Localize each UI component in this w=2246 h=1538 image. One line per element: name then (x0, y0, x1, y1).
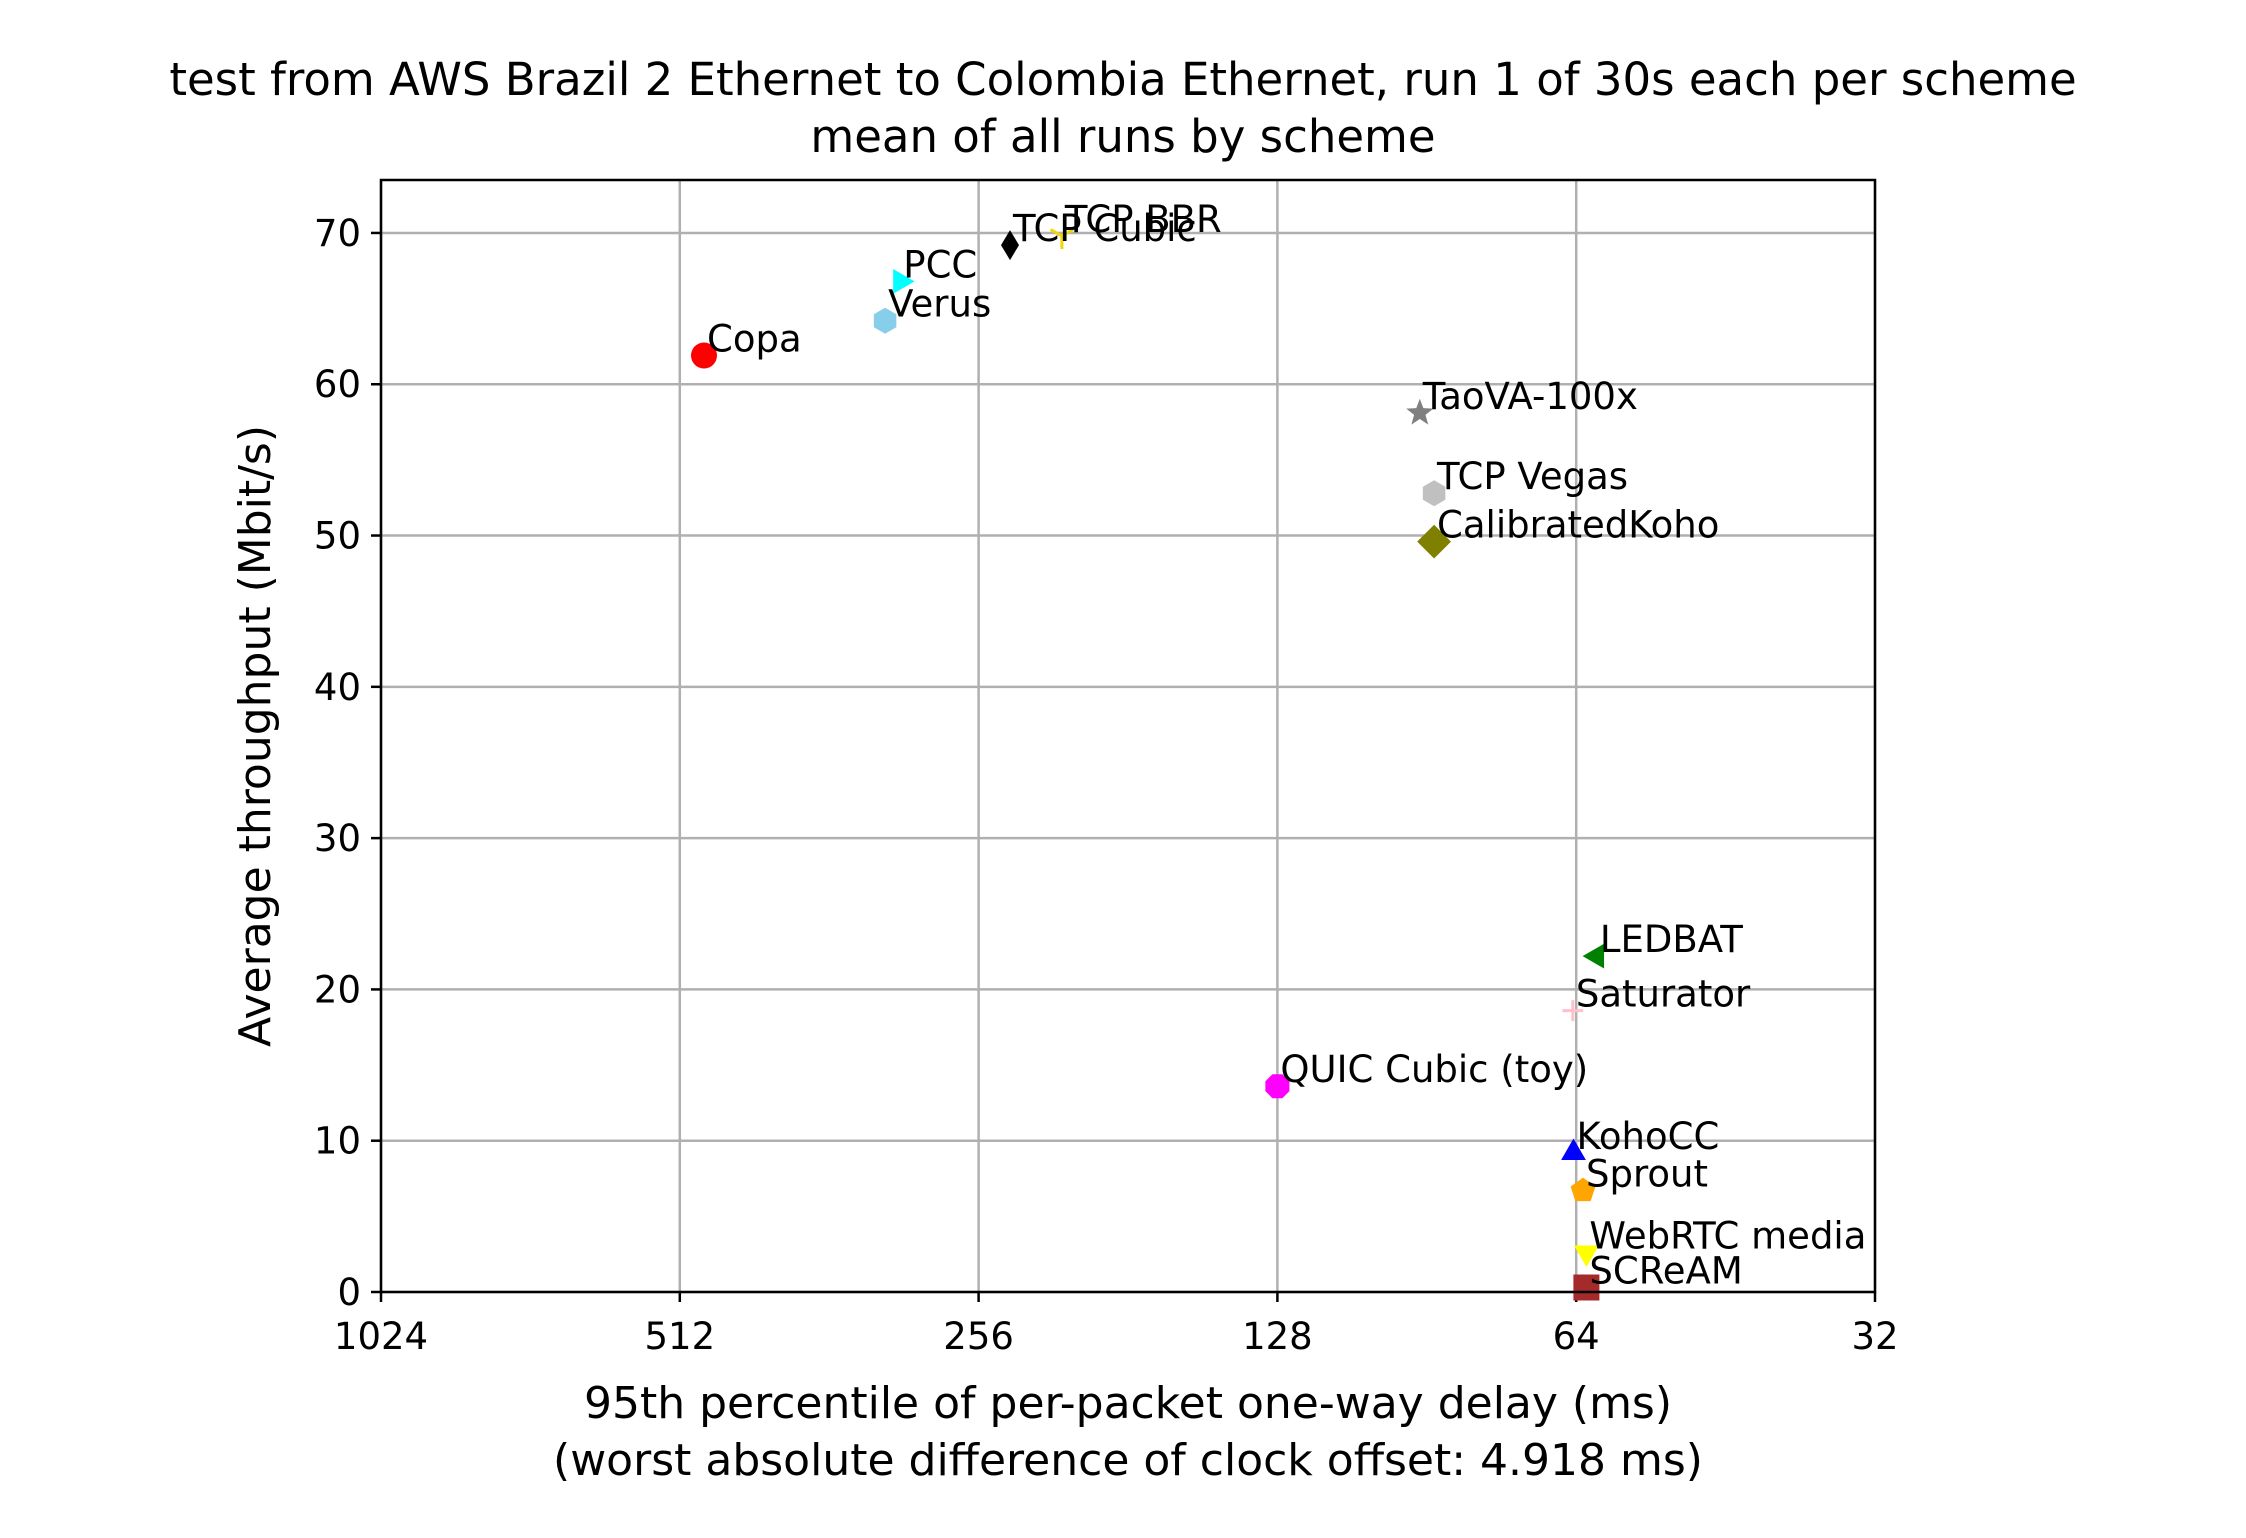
point-calibratedkoho (1417, 524, 1451, 559)
x-axis-label: 95th percentile of per-packet one-way de… (584, 1378, 1672, 1429)
y-tick-label: 20 (314, 968, 361, 1011)
point-label-scream: SCReAM (1589, 1249, 1742, 1292)
y-tick-label: 50 (314, 515, 361, 558)
y-tick-label: 40 (314, 666, 361, 709)
point-label-pcc: PCC (903, 243, 977, 286)
point-label-sprout: Sprout (1586, 1153, 1708, 1196)
point-label-ledbat: LEDBAT (1600, 918, 1743, 961)
chart-title: test from AWS Brazil 2 Ethernet to Colom… (169, 53, 2076, 106)
point-label-tcp-vegas: TCP Vegas (1436, 455, 1628, 498)
x-axis-sublabel: (worst absolute difference of clock offs… (553, 1435, 1703, 1486)
point-label-quic-cubic-toy: QUIC Cubic (toy) (1280, 1048, 1588, 1091)
chart-subtitle: mean of all runs by scheme (810, 110, 1435, 163)
point-tcp-bbr (1049, 228, 1074, 249)
x-tick-label: 32 (1851, 1315, 1898, 1358)
point-pcc (893, 269, 915, 294)
point-scream (1573, 1274, 1600, 1301)
point-webrtc-media (1574, 1245, 1599, 1267)
y-tick-label: 30 (314, 817, 361, 860)
point-ledbat (1582, 943, 1605, 969)
point-tcp-cubic (1001, 230, 1019, 261)
point-label-kohocc: KohoCC (1577, 1115, 1720, 1158)
axis-ticks: 1024 512 256 128 64 32 0 10 20 30 40 50 60 70 (314, 212, 1899, 1358)
point-taova-100x (1406, 398, 1434, 425)
point-label-copa: Copa (707, 317, 802, 360)
plot-frame (379, 178, 1877, 1294)
y-tick-label: 70 (314, 212, 361, 255)
x-tick-label: 128 (1242, 1315, 1313, 1358)
point-saturator (1562, 1000, 1584, 1021)
y-axis-label: Average throughput (Mbit/s) (230, 425, 281, 1047)
x-tick-label: 64 (1553, 1315, 1600, 1358)
point-label-saturator: Saturator (1576, 973, 1751, 1016)
y-tick-label: 0 (337, 1271, 361, 1314)
x-tick-label: 256 (943, 1315, 1014, 1358)
x-tick-label: 1024 (334, 1315, 428, 1358)
y-tick-label: 10 (314, 1120, 361, 1163)
point-kohocc (1561, 1138, 1586, 1160)
point-label-taova-100x: TaoVA-100x (1422, 375, 1638, 418)
point-verus (873, 307, 897, 334)
point-copa (691, 342, 717, 369)
point-label-calibratedkoho: CalibratedKoho (1437, 504, 1719, 547)
point-label-verus: Verus (888, 283, 991, 326)
point-label-webrtc-media: WebRTC media (1589, 1215, 1866, 1258)
point-label-tcp-cubic: TCP Cubic (1012, 207, 1197, 250)
point-tcp-vegas (1422, 480, 1446, 507)
x-tick-label: 512 (644, 1315, 715, 1358)
point-label-tcp-bbr: TCP BBR (1064, 198, 1222, 241)
y-tick-label: 60 (314, 363, 361, 406)
point-sprout (1570, 1177, 1596, 1202)
point-quic-cubic-toy (1265, 1074, 1290, 1099)
